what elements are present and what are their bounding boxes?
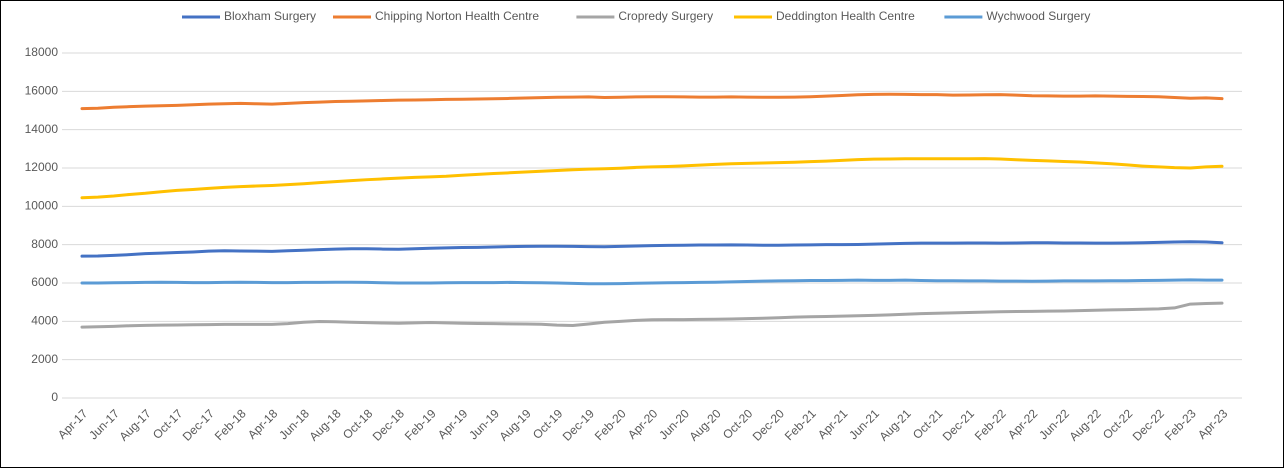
y-tick-label: 14000 bbox=[25, 122, 59, 136]
legend-label: Chipping Norton Health Centre bbox=[375, 9, 539, 23]
y-tick-label: 2000 bbox=[31, 352, 58, 366]
y-tick-label: 12000 bbox=[25, 160, 59, 174]
y-tick-label: 0 bbox=[51, 390, 58, 404]
y-tick-label: 6000 bbox=[31, 275, 58, 289]
y-tick-label: 16000 bbox=[25, 84, 59, 98]
line-series bbox=[80, 157, 1224, 200]
y-tick-label: 4000 bbox=[31, 314, 58, 328]
legend-label: Cropredy Surgery bbox=[618, 9, 713, 23]
line-series bbox=[80, 301, 1224, 329]
line-series bbox=[80, 240, 1224, 258]
y-tick-label: 18000 bbox=[25, 45, 59, 59]
line-series bbox=[80, 92, 1224, 111]
legend-label: Wychwood Surgery bbox=[986, 9, 1090, 23]
legend-label: Bloxham Surgery bbox=[224, 9, 316, 23]
line-series bbox=[80, 278, 1224, 286]
y-tick-label: 8000 bbox=[31, 237, 58, 251]
y-tick-label: 10000 bbox=[25, 199, 59, 213]
legend-label: Deddington Health Centre bbox=[776, 9, 915, 23]
